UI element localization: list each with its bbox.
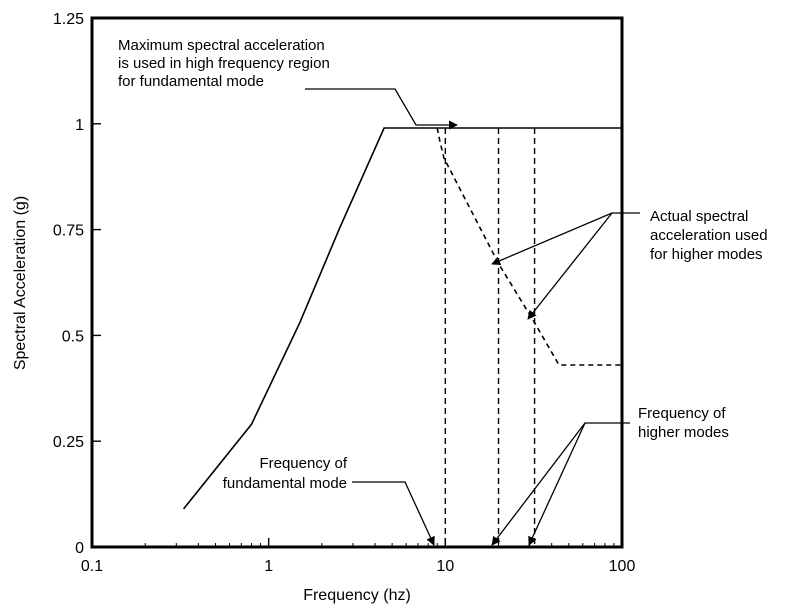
annotation-4-arrow-1 (352, 481, 435, 546)
series-layer (182, 127, 622, 510)
y-axis-title: Spectral Acceleration (g) (12, 196, 29, 370)
annotation-1-arrow-1 (305, 88, 458, 130)
annotation-2-arrow-1 (491, 212, 640, 265)
y-tick-label: 0.5 (62, 328, 84, 345)
annotation-2-line-3: for higher modes (650, 246, 763, 263)
annotation-1-line-2: is used in high frequency region (118, 55, 330, 72)
x-tick-label: 0.1 (81, 558, 103, 575)
y-tick-label: 1.25 (53, 11, 84, 28)
annotation-2-line-2: acceleration used (650, 227, 768, 244)
annotation-2-line-1: Actual spectral (650, 208, 748, 225)
x-tick-label: 100 (609, 558, 636, 575)
series-line-1 (182, 127, 622, 510)
annotation-4-line-1: Frequency of (259, 455, 347, 472)
annotation-4-line-2: fundamental mode (223, 475, 347, 492)
series-line-2 (436, 127, 622, 366)
annotation-3-arrow-1 (491, 422, 630, 546)
annotation-2-arrow-2 (527, 212, 613, 320)
x-tick-label: 10 (436, 558, 454, 575)
annotation-3-line-1: Frequency of (638, 405, 726, 422)
x-axis-title: Frequency (hz) (303, 587, 411, 604)
y-tick-label: 0 (75, 540, 84, 557)
y-axis-ticks: 0 0.25 0.5 0.75 1 1.25 (53, 11, 101, 557)
y-tick-label: 0.25 (53, 434, 84, 451)
plot-frame (90, 16, 624, 549)
y-tick-label: 0.75 (53, 223, 84, 240)
annotation-1-line-1: Maximum spectral acceleration (118, 37, 325, 54)
x-axis-ticks: 0.1 1 10 100 (81, 538, 636, 575)
x-tick-label: 1 (264, 558, 273, 575)
annotation-arrows-layer (305, 88, 640, 546)
annotation-3-arrow-2 (528, 422, 586, 546)
annotation-3-line-2: higher modes (638, 424, 729, 441)
vertical-lines-layer (444, 128, 536, 547)
annotation-1-line-3: for fundamental mode (118, 73, 264, 90)
y-tick-label: 1 (75, 117, 84, 134)
